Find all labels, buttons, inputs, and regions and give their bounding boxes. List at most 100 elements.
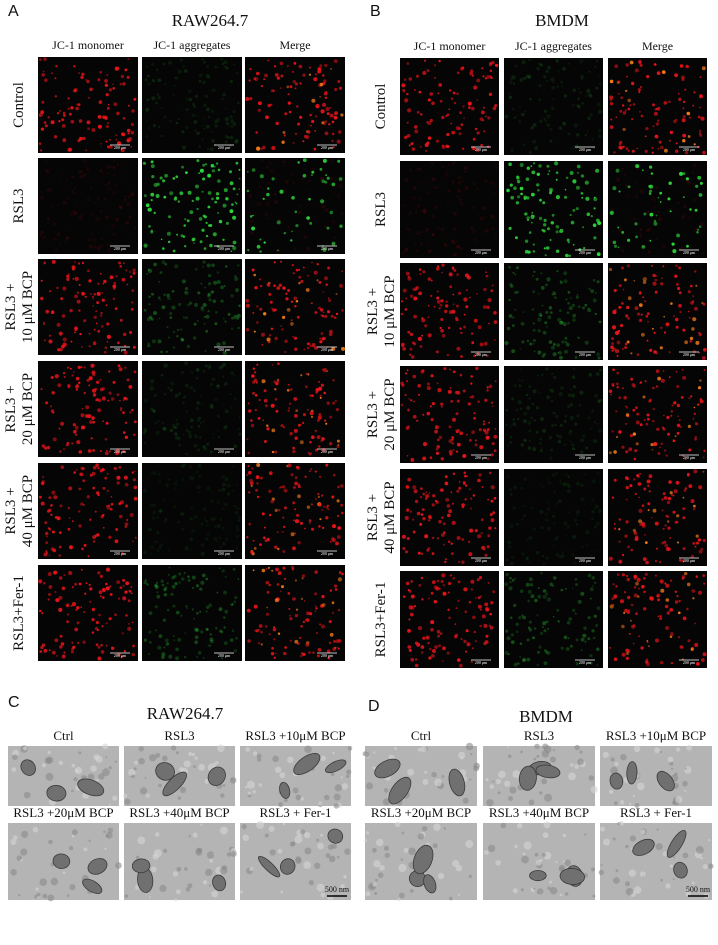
cell — [232, 240, 237, 245]
cell — [692, 597, 695, 600]
texture — [537, 888, 544, 895]
cell — [555, 230, 559, 234]
cell — [50, 513, 53, 516]
cell — [682, 375, 687, 380]
cell — [670, 410, 673, 413]
cell — [47, 527, 51, 530]
cell — [558, 499, 562, 503]
cell — [59, 347, 63, 352]
cell — [569, 296, 572, 299]
cell — [675, 480, 680, 485]
cell — [177, 637, 182, 642]
cell — [529, 583, 534, 587]
cell — [256, 463, 261, 467]
cell — [185, 316, 188, 320]
cell — [595, 624, 598, 627]
cell — [636, 577, 641, 582]
cell — [539, 314, 543, 317]
cell — [639, 235, 642, 238]
cell — [154, 540, 158, 544]
cell — [307, 451, 311, 455]
cell — [572, 179, 577, 184]
texture — [536, 754, 540, 758]
cell — [544, 321, 548, 325]
cell — [668, 351, 671, 354]
cell — [41, 73, 45, 77]
cell — [45, 169, 50, 174]
cell — [699, 76, 702, 78]
texture — [520, 888, 524, 892]
cell — [322, 248, 327, 252]
cell — [563, 279, 568, 284]
cell — [81, 291, 85, 296]
cell — [68, 517, 71, 519]
cell — [702, 150, 706, 155]
cell — [271, 450, 275, 454]
cell — [408, 648, 412, 653]
texture — [542, 832, 549, 839]
cell — [124, 525, 127, 528]
cell — [271, 145, 276, 151]
cell — [89, 587, 93, 591]
cell — [180, 370, 184, 375]
cell — [256, 363, 259, 366]
cell — [608, 451, 612, 455]
cell — [338, 184, 343, 188]
cell — [659, 191, 663, 195]
cell — [85, 414, 89, 418]
cell — [564, 336, 568, 340]
cell — [246, 608, 251, 613]
cell — [493, 191, 496, 194]
cell — [269, 300, 273, 304]
cell — [263, 526, 266, 529]
cell — [527, 626, 531, 630]
cell — [156, 516, 159, 519]
cell — [551, 293, 554, 296]
cell — [161, 583, 165, 587]
cell — [561, 85, 564, 88]
micrograph — [142, 565, 242, 661]
texture — [108, 766, 112, 770]
cell — [696, 662, 700, 666]
cell — [87, 96, 90, 99]
texture — [140, 787, 148, 795]
cell — [694, 270, 697, 273]
cell — [618, 227, 623, 232]
cell — [473, 238, 477, 242]
cell — [518, 384, 522, 388]
cell — [274, 388, 277, 391]
cell — [618, 92, 620, 95]
cell — [461, 248, 464, 251]
cell — [492, 106, 497, 111]
cell — [76, 621, 80, 625]
scale-bar-label: 200 μm — [114, 551, 127, 556]
cell — [145, 203, 150, 208]
cell — [105, 93, 109, 97]
cell — [674, 520, 678, 524]
texture — [308, 880, 314, 886]
cell — [216, 196, 220, 200]
cell — [519, 642, 523, 645]
cell — [680, 396, 684, 399]
cell — [558, 392, 563, 397]
cell — [584, 503, 586, 506]
cell — [121, 552, 124, 555]
cell — [552, 576, 557, 580]
cell — [329, 176, 334, 181]
cell — [555, 171, 559, 174]
cell — [413, 605, 417, 608]
cell — [688, 448, 692, 452]
cell — [169, 388, 173, 392]
cell — [569, 171, 574, 175]
texture — [215, 761, 219, 765]
cell — [536, 406, 540, 410]
cell — [461, 180, 464, 183]
cell — [190, 425, 193, 429]
cell — [81, 425, 85, 430]
cell — [563, 349, 569, 354]
cell — [93, 292, 97, 296]
cell — [246, 189, 250, 193]
cell — [148, 127, 151, 130]
micrograph — [504, 571, 603, 668]
cell — [72, 210, 75, 213]
